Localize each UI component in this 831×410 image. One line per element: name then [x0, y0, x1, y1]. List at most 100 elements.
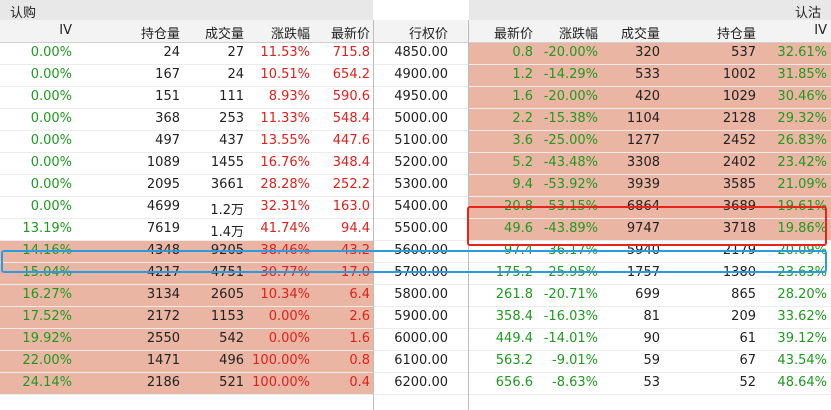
put-change-cell: -25.00% [543, 133, 598, 148]
header-call-volume[interactable]: 成交量 [204, 27, 244, 42]
put-change-cell: -16.03% [543, 309, 598, 324]
put-itm-background [469, 109, 831, 130]
header-call-change[interactable]: 涨跌幅 [270, 27, 310, 42]
put-volume-cell: 53 [643, 375, 660, 390]
put-volume-cell: 90 [643, 331, 660, 346]
call-open-interest-cell: 2186 [146, 375, 180, 390]
call-iv-cell: 0.00% [30, 199, 72, 214]
strike-cell: 6200.00 [394, 375, 448, 390]
call-volume-cell: 437 [219, 133, 244, 148]
put-iv-cell: 31.85% [777, 67, 827, 82]
call-itm-background [0, 285, 373, 306]
put-change-cell: -43.89% [543, 221, 598, 236]
call-itm-background [0, 307, 373, 328]
call-change-cell: 11.33% [260, 111, 310, 126]
put-last-price-cell: 449.4 [495, 331, 533, 346]
call-change-cell: 32.31% [260, 199, 310, 214]
call-change-cell: 100.00% [252, 353, 310, 368]
header-strike[interactable]: 行权价 [408, 27, 448, 42]
call-last-price-cell: 2.6 [349, 309, 370, 324]
put-open-interest-cell: 1029 [722, 89, 756, 104]
put-volume-cell: 1104 [626, 111, 660, 126]
strike-cell: 5800.00 [394, 287, 448, 302]
table-row[interactable]: 16.27% 3134 2605 10.34% 6.4 5800.00 261.8 -20.7… [0, 285, 831, 307]
table-row[interactable]: 19.92% 2550 542 0.00% 1.6 6000.00 449.4 -14.01%… [0, 329, 831, 351]
strike-cell: 4850.00 [394, 45, 448, 60]
call-change-cell: 16.76% [260, 155, 310, 170]
put-iv-cell: 39.12% [777, 331, 827, 346]
table-row[interactable]: 17.52% 2172 1153 0.00% 2.6 5900.00 358.4 -16.03… [0, 307, 831, 329]
header-call-last-price[interactable]: 最新价 [330, 27, 370, 42]
table-row[interactable]: 24.14% 2186 521 100.00% 0.4 6200.00 656.6 -8.63… [0, 373, 831, 395]
table-row[interactable]: 0.00% 24 27 11.53% 715.8 4850.00 0.8 -20.00% 320… [0, 43, 831, 65]
strike-cell: 5100.00 [394, 133, 448, 148]
put-itm-background [469, 87, 831, 108]
put-open-interest-cell: 1002 [722, 67, 756, 82]
put-iv-cell: 29.32% [777, 111, 827, 126]
call-open-interest-cell: 167 [155, 67, 180, 82]
call-last-price-cell: 447.6 [332, 133, 370, 148]
strike-cell: 5400.00 [394, 199, 448, 214]
header-put-open-interest[interactable]: 持仓量 [716, 27, 756, 42]
header-put-last-price[interactable]: 最新价 [493, 27, 533, 42]
call-volume-cell: 521 [219, 375, 244, 390]
call-iv-cell: 22.00% [22, 353, 72, 368]
put-open-interest-cell: 209 [731, 309, 756, 324]
call-change-cell: 10.34% [260, 287, 310, 302]
put-last-price-cell: 1.2 [512, 67, 533, 82]
call-change-cell: 10.51% [260, 67, 310, 82]
call-change-cell: 41.74% [260, 221, 310, 236]
call-open-interest-cell: 368 [155, 111, 180, 126]
table-row[interactable]: 13.19% 7619 1.4万 41.74% 94.4 5500.00 49.6 -43.8… [0, 219, 831, 241]
call-open-interest-cell: 1471 [146, 353, 180, 368]
call-open-interest-cell: 24 [163, 45, 180, 60]
call-change-cell: 11.53% [260, 45, 310, 60]
call-iv-cell: 16.27% [22, 287, 72, 302]
call-change-cell: 100.00% [252, 375, 310, 390]
header-call-open-interest[interactable]: 持仓量 [140, 27, 180, 42]
put-change-cell: -20.00% [543, 89, 598, 104]
call-change-cell: 13.55% [260, 133, 310, 148]
put-volume-cell: 699 [635, 287, 660, 302]
call-panel-label: 认购 [10, 6, 37, 21]
call-open-interest-cell: 7619 [146, 221, 180, 236]
header-put-volume[interactable]: 成交量 [620, 27, 660, 42]
call-iv-cell: 0.00% [30, 45, 72, 60]
put-open-interest-cell: 3718 [722, 221, 756, 236]
table-row[interactable]: 0.00% 167 24 10.51% 654.2 4900.00 1.2 -14.29% 53… [0, 65, 831, 87]
header-put-change[interactable]: 涨跌幅 [558, 27, 598, 42]
put-last-price-cell: 0.8 [512, 45, 533, 60]
header-call-iv[interactable]: IV [59, 23, 72, 38]
put-last-price-cell: 5.2 [512, 155, 533, 170]
call-last-price-cell: 654.2 [332, 67, 370, 82]
call-iv-cell: 24.14% [22, 375, 72, 390]
table-row[interactable]: 0.00% 151 111 8.93% 590.6 4950.00 1.6 -20.00% 42… [0, 87, 831, 109]
put-iv-cell: 21.09% [777, 177, 827, 192]
strike-left-divider [373, 20, 374, 410]
put-open-interest-cell: 2402 [722, 155, 756, 170]
put-last-price-cell: 49.6 [504, 221, 533, 236]
table-row[interactable]: 22.00% 1471 496 100.00% 0.8 6100.00 563.2 -9.01… [0, 351, 831, 373]
highlight-box-put-rows [467, 206, 827, 246]
strike-cell: 4950.00 [394, 89, 448, 104]
strike-cell: 5300.00 [394, 177, 448, 192]
table-row[interactable]: 0.00% 2095 3661 28.28% 252.2 5300.00 9.4 -53.92… [0, 175, 831, 197]
table-row[interactable]: 0.00% 368 253 11.33% 548.4 5000.00 2.2 -15.38% 1… [0, 109, 831, 131]
call-last-price-cell: 94.4 [341, 221, 370, 236]
put-open-interest-cell: 2452 [722, 133, 756, 148]
call-itm-background [0, 351, 373, 372]
put-itm-background [469, 219, 831, 240]
call-itm-background [0, 329, 373, 350]
put-open-interest-cell: 3585 [722, 177, 756, 192]
call-last-price-cell: 6.4 [349, 287, 370, 302]
header-put-iv[interactable]: IV [814, 23, 827, 38]
call-open-interest-cell: 4699 [146, 199, 180, 214]
call-itm-background [0, 263, 373, 284]
table-row[interactable]: 0.00% 497 437 13.55% 447.6 5100.00 3.6 -25.00% 1… [0, 131, 831, 153]
put-iv-cell: 30.46% [777, 89, 827, 104]
put-change-cell: -53.92% [543, 177, 598, 192]
table-row[interactable]: 0.00% 1089 1455 16.76% 348.4 5200.00 5.2 -43.48… [0, 153, 831, 175]
strike-cell: 5500.00 [394, 221, 448, 236]
put-volume-cell: 320 [635, 45, 660, 60]
put-volume-cell: 59 [643, 353, 660, 368]
